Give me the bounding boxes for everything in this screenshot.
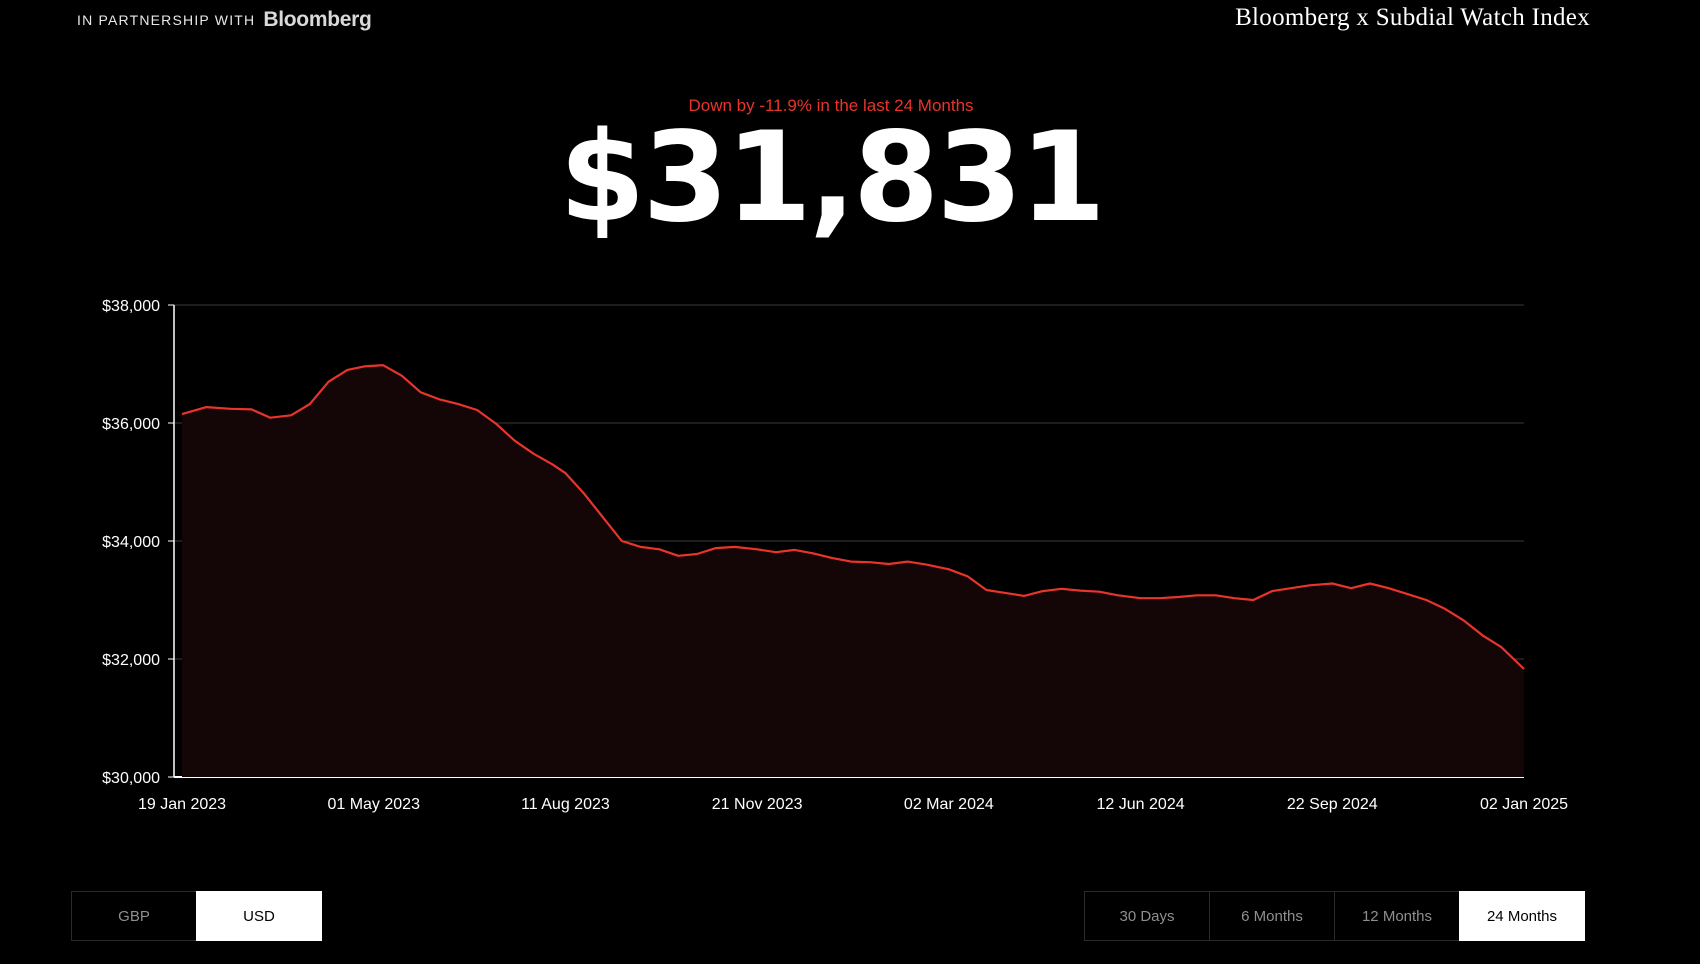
bloomberg-logo: Bloomberg [263,8,372,31]
x-tick-label: 12 Jun 2024 [1097,796,1185,813]
x-tick-label: 02 Jan 2025 [1480,796,1568,813]
currency-usd-button[interactable]: USD [196,891,322,941]
index-title: Bloomberg x Subdial Watch Index [1235,4,1590,31]
range-30-days-button[interactable]: 30 Days [1084,891,1210,941]
y-tick-label: $30,000 [102,770,160,787]
series-line [181,364,1525,670]
range-toggle: 30 Days 6 Months 12 Months 24 Months [1084,891,1585,941]
currency-gbp-button[interactable]: GBP [71,891,197,941]
range-12-months-button[interactable]: 12 Months [1334,891,1460,941]
x-tick-label: 21 Nov 2023 [712,796,803,813]
x-tick-label: 19 Jan 2023 [138,796,226,813]
range-6-months-button[interactable]: 6 Months [1209,891,1335,941]
change-label: Down by -11.9% in the last 24 Months [688,96,974,115]
current-price: $31,831 [559,106,1106,250]
price-chart: $38,000 $36,000 $34,000 $32,000 $30,000 19 Ja… [102,298,1568,813]
y-tick-label: $32,000 [102,652,160,669]
y-tick-label: $34,000 [102,534,160,551]
x-tick-label: 11 Aug 2023 [521,796,610,813]
currency-toggle: GBP USD [71,891,322,941]
y-tick-label: $38,000 [102,298,160,315]
y-tick-label: $36,000 [102,416,160,433]
partnership-text: IN PARTNERSHIP WITH [77,12,256,28]
range-24-months-button[interactable]: 24 Months [1459,891,1585,941]
x-tick-label: 02 Mar 2024 [904,796,994,813]
x-tick-label: 22 Sep 2024 [1287,796,1378,813]
x-tick-label: 01 May 2023 [327,796,420,813]
series-area [182,365,1524,777]
partnership-badge: IN PARTNERSHIP WITH Bloomberg [77,8,372,32]
